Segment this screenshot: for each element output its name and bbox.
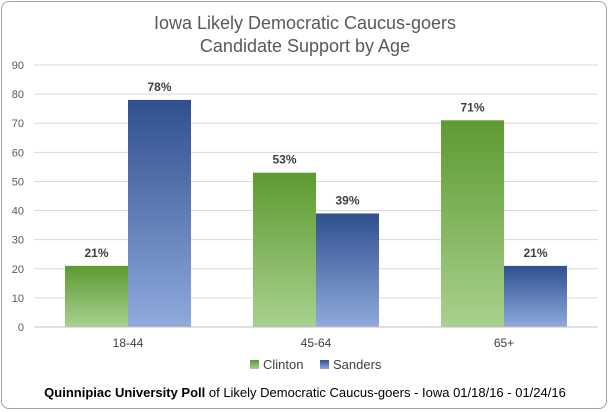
data-label: 39%	[335, 193, 359, 207]
footnote-source: Quinnipiac University Poll	[44, 385, 206, 400]
y-tick-label: 40	[12, 206, 24, 218]
data-label: 78%	[147, 80, 171, 94]
y-tick-label: 90	[12, 60, 24, 72]
bar-sanders-18-44	[128, 99, 191, 327]
data-label: 21%	[84, 246, 108, 260]
legend-swatch-sanders	[320, 360, 329, 369]
x-tick-label: 65+	[494, 336, 514, 350]
y-tick-label: 20	[12, 264, 24, 276]
y-tick-label: 50	[12, 176, 24, 188]
chart-subtitle: Candidate Support by Age	[199, 36, 411, 56]
y-tick-label: 70	[12, 118, 24, 130]
y-tick-label: 30	[12, 235, 24, 247]
bar-clinton-45-64	[253, 172, 316, 327]
y-tick-label: 10	[12, 293, 24, 305]
y-tick-label: 60	[12, 147, 24, 159]
y-tick-label: 80	[12, 89, 24, 101]
data-label: 53%	[272, 153, 296, 167]
footnote: Quinnipiac University Poll of Likely Dem…	[2, 385, 606, 400]
bar-clinton-18-44	[65, 265, 128, 327]
legend-label-clinton: Clinton	[263, 357, 303, 372]
bar-chart: 0 10 20 30 40 50 60 70 80 90 21% 78% 18-44 53% 39% 45-6…	[12, 60, 598, 372]
legend-swatch-clinton	[250, 360, 259, 369]
x-tick-label: 18-44	[113, 336, 144, 350]
bar-sanders-65+	[504, 265, 567, 327]
legend-label-sanders: Sanders	[333, 357, 382, 372]
data-label: 21%	[523, 246, 547, 260]
bar-clinton-65+	[441, 120, 504, 327]
chart-title: Iowa Likely Democratic Caucus-goers	[153, 13, 457, 33]
footnote-detail: of Likely Democratic Caucus-goers - Iowa…	[205, 385, 566, 400]
x-tick-label: 45-64	[301, 336, 332, 350]
data-label: 71%	[460, 100, 484, 114]
y-tick-label: 0	[18, 322, 24, 334]
bar-sanders-45-64	[316, 213, 379, 327]
